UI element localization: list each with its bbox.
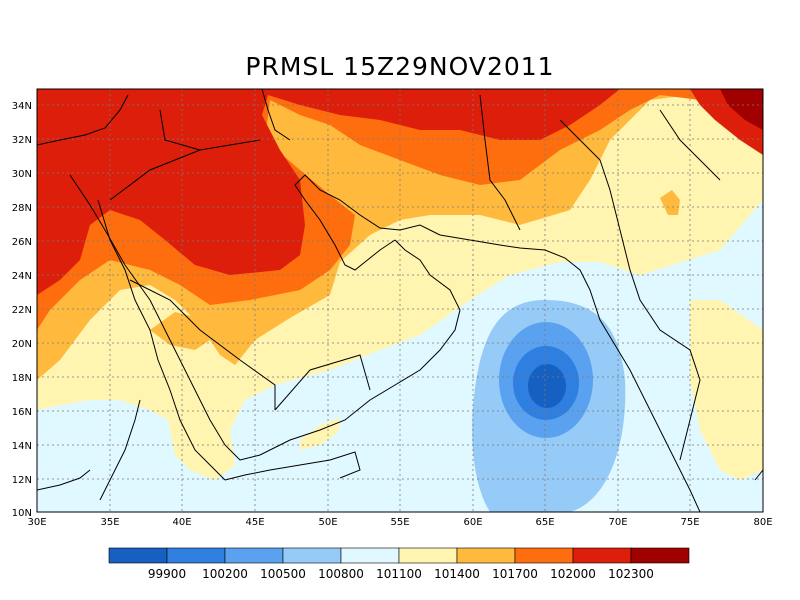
- lon-label-30: 30E: [27, 517, 46, 528]
- colorbar-label: 100500: [260, 567, 306, 581]
- lon-label-55: 55E: [390, 517, 409, 528]
- contour-102300: [37, 89, 620, 295]
- plot-frame: [36, 88, 764, 513]
- colorbar-swatch: [572, 547, 632, 564]
- coastlines: [37, 89, 763, 512]
- lat-label-20: 20N: [12, 339, 32, 350]
- colorbar-label: 99900: [148, 567, 186, 581]
- lon-label-75: 75E: [680, 517, 699, 528]
- contour-101400-east: [690, 300, 763, 480]
- colorbar-label: 102300: [608, 567, 654, 581]
- colorbar-swatch: [514, 547, 574, 564]
- colorbar-swatch: [224, 547, 284, 564]
- colorbar-swatch: [456, 547, 516, 564]
- colorbar-label: 101100: [376, 567, 422, 581]
- lon-label-50: 50E: [318, 517, 337, 528]
- lon-label-60: 60E: [463, 517, 482, 528]
- colorbar: 99900 100200 100500 100800 101100 101400 10170…: [108, 547, 690, 581]
- lat-label-12: 12N: [12, 475, 32, 486]
- lon-label-65: 65E: [535, 517, 554, 528]
- lon-label-80: 80E: [753, 517, 772, 528]
- lat-label-26: 26N: [12, 237, 32, 248]
- colorbar-swatch: [398, 547, 458, 564]
- lon-label-40: 40E: [172, 517, 191, 528]
- lat-label-18: 18N: [12, 373, 32, 384]
- lat-axis-labels: 34N 32N 30N 28N 26N 24N 22N 20N 18N 16N …: [12, 101, 32, 519]
- colorbar-swatch: [630, 547, 690, 564]
- colorbar-label: 100200: [202, 567, 248, 581]
- lon-label-35: 35E: [100, 517, 119, 528]
- colorbar-label: 101400: [434, 567, 480, 581]
- lon-label-45: 45E: [245, 517, 264, 528]
- colorbar-swatch: [340, 547, 400, 564]
- lat-label-28: 28N: [12, 203, 32, 214]
- contour-102600: [720, 89, 763, 130]
- contour-99900: [528, 364, 566, 408]
- lat-label-16: 16N: [12, 407, 32, 418]
- lat-label-32: 32N: [12, 135, 32, 146]
- colorbar-label: 100800: [318, 567, 364, 581]
- lon-axis-labels: 30E 35E 40E 45E 50E 55E 60E 65E 70E 75E …: [27, 517, 772, 528]
- map-title: PRMSL 15Z29NOV2011: [245, 52, 555, 81]
- lat-label-34: 34N: [12, 101, 32, 112]
- lat-label-30: 30N: [12, 169, 32, 180]
- colorbar-swatch: [166, 547, 226, 564]
- colorbar-label: 102000: [550, 567, 596, 581]
- contour-101700-blob: [660, 190, 680, 215]
- colorbar-swatch: [108, 547, 168, 564]
- lat-label-10: 10N: [12, 508, 32, 519]
- colorbar-swatch: [282, 547, 342, 564]
- colorbar-label: 101700: [492, 567, 538, 581]
- lon-label-70: 70E: [608, 517, 627, 528]
- lat-label-14: 14N: [12, 441, 32, 452]
- contour-101700-saudi: [150, 312, 210, 350]
- lat-lon-grid: [37, 89, 763, 512]
- lat-label-22: 22N: [12, 305, 32, 316]
- lat-label-24: 24N: [12, 271, 32, 282]
